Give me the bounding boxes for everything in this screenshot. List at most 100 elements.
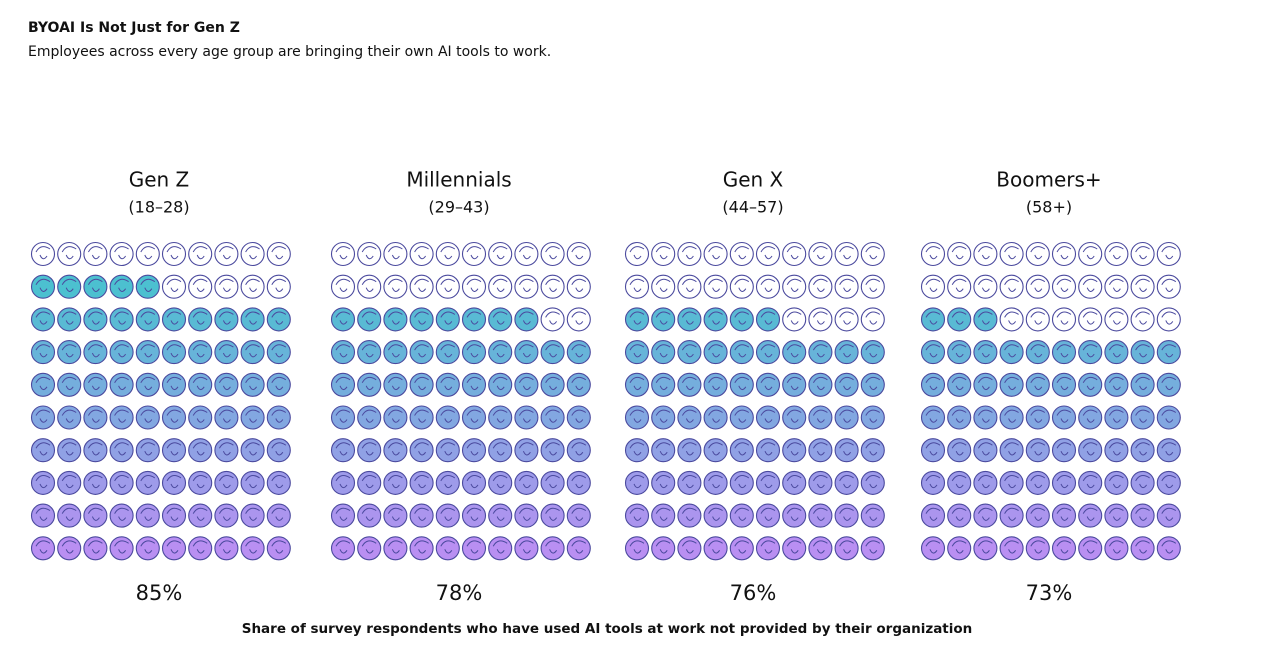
person-icon-filled <box>973 340 998 365</box>
icon-head <box>488 438 513 463</box>
person-icon-filled <box>357 340 382 365</box>
icon-head <box>834 503 859 528</box>
person-icon-filled <box>214 307 239 332</box>
icon-head <box>409 241 434 267</box>
person-icon-filled <box>488 438 513 463</box>
person-icon-empty <box>540 307 565 332</box>
person-icon-filled <box>135 536 160 561</box>
icon-face <box>271 246 287 260</box>
icon-face <box>35 278 51 292</box>
icon-face <box>271 442 287 456</box>
person-icon-filled <box>755 470 781 495</box>
icon-face <box>61 409 77 423</box>
icon-face <box>61 278 77 292</box>
icon-head <box>383 241 408 267</box>
icon-face <box>414 376 429 391</box>
icon-face <box>87 409 103 423</box>
icon-head <box>188 241 213 267</box>
person-icon-filled <box>57 405 82 430</box>
icon-head <box>266 307 291 332</box>
icon-head <box>860 536 885 561</box>
icon-head <box>240 470 265 495</box>
icon-face <box>812 442 828 456</box>
icon-face <box>681 278 697 292</box>
icon-head <box>514 241 539 267</box>
icon-face <box>87 442 103 456</box>
icon-face <box>387 540 403 554</box>
icon-face <box>1082 507 1098 521</box>
icon-face <box>655 278 671 292</box>
person-icon-filled <box>330 405 356 430</box>
icon-head <box>566 536 591 561</box>
icon-face <box>1030 409 1046 423</box>
icon-head <box>729 307 754 332</box>
icon-head <box>1051 470 1077 495</box>
icon-face <box>114 246 129 260</box>
icon-face <box>977 540 993 554</box>
person-icon-empty <box>566 241 591 267</box>
person-icon-filled <box>782 470 807 495</box>
icon-face <box>492 409 508 423</box>
icon-face <box>708 507 723 521</box>
icon-head <box>109 274 134 299</box>
icon-face <box>140 278 156 292</box>
icon-face <box>655 442 671 456</box>
icon-head <box>357 307 382 332</box>
icon-head <box>755 503 781 528</box>
person-icon-filled <box>677 405 702 430</box>
icon-face <box>951 246 967 260</box>
icon-face <box>35 475 51 489</box>
icon-head <box>109 340 134 365</box>
person-icon-filled <box>461 340 487 365</box>
icon-face <box>629 246 645 260</box>
person-icon-filled <box>488 307 513 332</box>
icon-face <box>466 246 482 260</box>
person-icon-filled <box>435 307 460 332</box>
value-label: 73% <box>1026 581 1073 605</box>
icon-face <box>518 278 534 292</box>
icon-face <box>925 376 941 391</box>
person-icon-empty <box>214 274 239 299</box>
icon-head <box>782 470 807 495</box>
icon-head <box>357 241 382 267</box>
person-icon-filled <box>135 274 160 299</box>
person-icon-filled <box>566 536 591 561</box>
value-label: 78% <box>436 581 483 605</box>
icon-face <box>545 507 560 521</box>
icon-face <box>492 376 508 391</box>
icon-head <box>677 241 702 267</box>
person-icon-filled <box>135 503 160 528</box>
icon-face <box>865 376 881 391</box>
icon-face <box>61 344 77 358</box>
person-icon-filled <box>135 372 160 397</box>
icon-face <box>361 409 377 423</box>
icon-face <box>839 311 854 325</box>
icon-face <box>1004 376 1019 391</box>
icon-head <box>808 503 833 528</box>
icon-head <box>435 405 460 430</box>
person-icon-filled <box>188 470 213 495</box>
icon-head <box>1025 470 1050 495</box>
person-icon-filled <box>161 372 187 397</box>
icon-face <box>681 540 697 554</box>
icon-head <box>383 536 408 561</box>
icon-head <box>109 503 134 528</box>
person-icon-empty <box>1025 274 1050 299</box>
person-icon-filled <box>514 536 539 561</box>
icon-face <box>245 475 260 489</box>
icon-face <box>865 344 881 358</box>
person-icon-empty <box>920 241 946 267</box>
icon-face <box>518 442 534 456</box>
icon-head <box>330 241 356 267</box>
person-icon-empty <box>135 241 160 267</box>
person-icon-filled <box>266 340 291 365</box>
person-icon-filled <box>266 470 291 495</box>
icon-face <box>1135 246 1150 260</box>
icon-head <box>30 503 56 528</box>
waffle-grid <box>624 241 885 561</box>
icon-face <box>629 475 645 489</box>
person-icon-filled <box>409 536 434 561</box>
icon-head <box>435 241 460 267</box>
person-icon-filled <box>188 536 213 561</box>
icon-face <box>1135 376 1150 391</box>
